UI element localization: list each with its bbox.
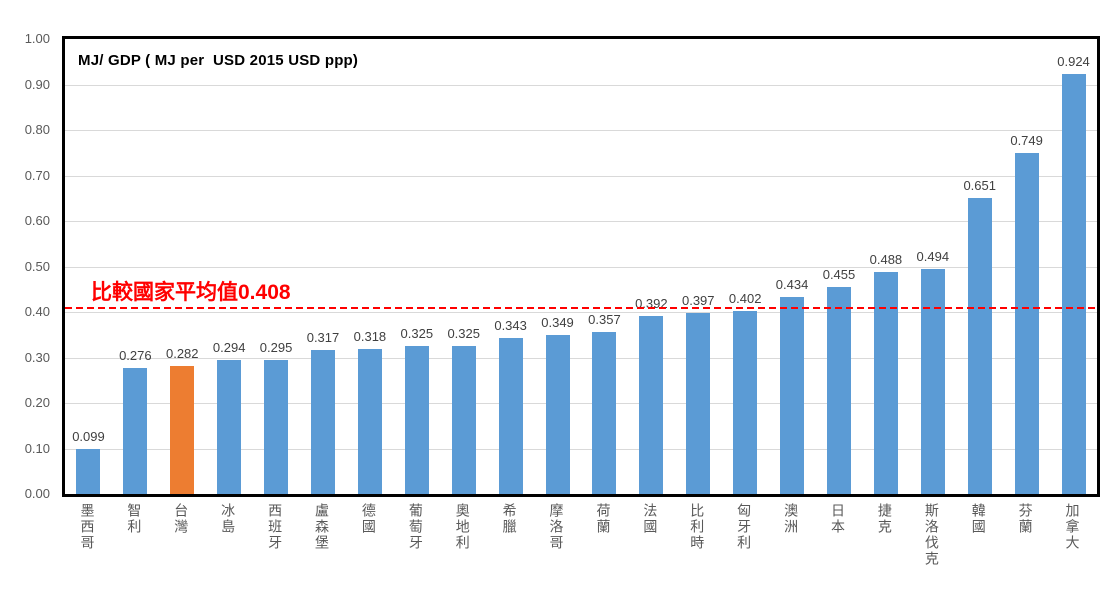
category-label: 盧森堡 — [314, 503, 330, 551]
bar — [311, 349, 335, 494]
bar — [967, 197, 992, 494]
bar-value-label: 0.325 — [400, 326, 434, 342]
category-label: 法國 — [642, 503, 659, 535]
bar-value-label: 0.282 — [165, 345, 199, 361]
bar-value-label: 0.276 — [119, 348, 152, 364]
bar — [827, 286, 851, 494]
average-line-label: 比較國家平均值0.408 — [91, 281, 291, 305]
gridline — [65, 84, 1097, 86]
bar — [733, 311, 758, 494]
category-label: 摩洛哥 — [548, 503, 565, 551]
y-tick-label: 0.00 — [24, 486, 50, 501]
bar-value-label: 0.349 — [541, 315, 574, 331]
category-label: 斯洛伐克 — [923, 503, 940, 567]
category-label: 加拿大 — [1064, 503, 1081, 551]
y-axis-tick-labels: 0.00 0.10 0.20 0.30 0.40 0.50 0.60 0.70 0.80 0.90… — [0, 31, 58, 501]
bar — [498, 337, 523, 494]
category-label: 韓國 — [970, 503, 987, 535]
gridline — [65, 266, 1097, 268]
category-label: 墨西哥 — [79, 503, 96, 551]
bar — [545, 335, 570, 494]
bar-value-label: 0.494 — [916, 249, 950, 265]
bar — [780, 296, 805, 494]
category-label: 奧地利 — [454, 503, 471, 551]
bar — [873, 271, 898, 494]
bar-value-label: 0.392 — [635, 295, 668, 311]
bar-value-label: 0.318 — [353, 329, 387, 345]
category-label: 芬蘭 — [1017, 503, 1034, 535]
y-tick-label: 0.70 — [24, 167, 50, 183]
bar-value-label: 0.294 — [212, 340, 246, 356]
y-tick-label: 0.10 — [24, 440, 50, 456]
bar-value-label: 0.343 — [494, 317, 527, 333]
y-tick-label: 0.40 — [24, 304, 50, 319]
average-line — [65, 307, 1097, 310]
bar-value-label: 0.924 — [1057, 53, 1090, 69]
category-label: 智利 — [126, 503, 143, 535]
gridline — [65, 403, 1097, 404]
category-label: 澳洲 — [783, 503, 800, 535]
bar-value-label: 0.357 — [588, 311, 621, 327]
bar-value-label: 0.397 — [681, 293, 715, 309]
bar — [170, 365, 195, 494]
bar-value-label: 0.099 — [72, 428, 105, 444]
chart-title: MJ/ GDP ( MJ per USD 2015 USD ppp) — [78, 52, 359, 69]
y-tick-label: 0.20 — [24, 395, 50, 410]
bar — [639, 315, 664, 494]
plot-area: MJ/ GDP ( MJ per USD 2015 USD ppp) 0.099… — [62, 36, 1100, 497]
y-tick-label: 0.60 — [24, 213, 50, 228]
x-axis-category-labels: 墨西哥 智利 台灣 冰島 西班牙 盧森堡 德國 葡萄牙 奧地利 希臘 摩洛哥 荷蘭 法國 比利時 匈牙利 澳洲… — [65, 503, 1097, 603]
category-label: 德國 — [360, 503, 377, 535]
bar — [357, 349, 382, 494]
bar-value-label: 0.651 — [963, 177, 996, 193]
gridline — [65, 312, 1097, 313]
y-tick-label: 0.90 — [24, 76, 50, 92]
y-tick-label: 0.80 — [24, 122, 50, 137]
category-label: 冰島 — [220, 503, 237, 535]
bar — [1061, 73, 1086, 494]
bar-value-label: 0.402 — [728, 291, 762, 307]
y-tick-label: 1.00 — [24, 31, 50, 46]
bar — [592, 331, 617, 494]
y-tick-label: 0.30 — [24, 349, 50, 365]
bar-value-label: 0.488 — [869, 251, 903, 267]
gridline — [65, 175, 1097, 177]
category-label: 日本 — [830, 503, 846, 535]
category-label: 葡萄牙 — [407, 503, 424, 551]
bar-value-label: 0.295 — [259, 339, 293, 355]
bar — [264, 359, 289, 494]
bar-value-label: 0.325 — [447, 326, 480, 342]
bar — [217, 360, 242, 494]
category-label: 希臘 — [501, 503, 518, 535]
bar-value-label: 0.455 — [822, 266, 856, 282]
bar — [920, 269, 945, 494]
bar — [76, 448, 101, 494]
gridline — [65, 448, 1097, 450]
bar — [404, 346, 429, 494]
bar — [123, 368, 148, 494]
category-label: 比利時 — [689, 503, 706, 551]
category-label: 西班牙 — [267, 503, 284, 551]
y-tick-label: 0.50 — [24, 258, 50, 274]
bar-value-label: 0.434 — [775, 276, 809, 292]
bar-value-label: 0.317 — [306, 329, 340, 345]
bar — [686, 313, 711, 494]
category-label: 捷克 — [876, 503, 893, 535]
category-label: 匈牙利 — [736, 503, 753, 551]
category-label: 荷蘭 — [595, 503, 612, 535]
bar — [1014, 153, 1039, 494]
gridline — [65, 221, 1097, 222]
gridline — [65, 357, 1097, 359]
category-label: 台灣 — [173, 503, 190, 535]
bar — [451, 346, 476, 494]
gridline — [65, 130, 1097, 131]
bar-value-label: 0.749 — [1010, 133, 1043, 149]
